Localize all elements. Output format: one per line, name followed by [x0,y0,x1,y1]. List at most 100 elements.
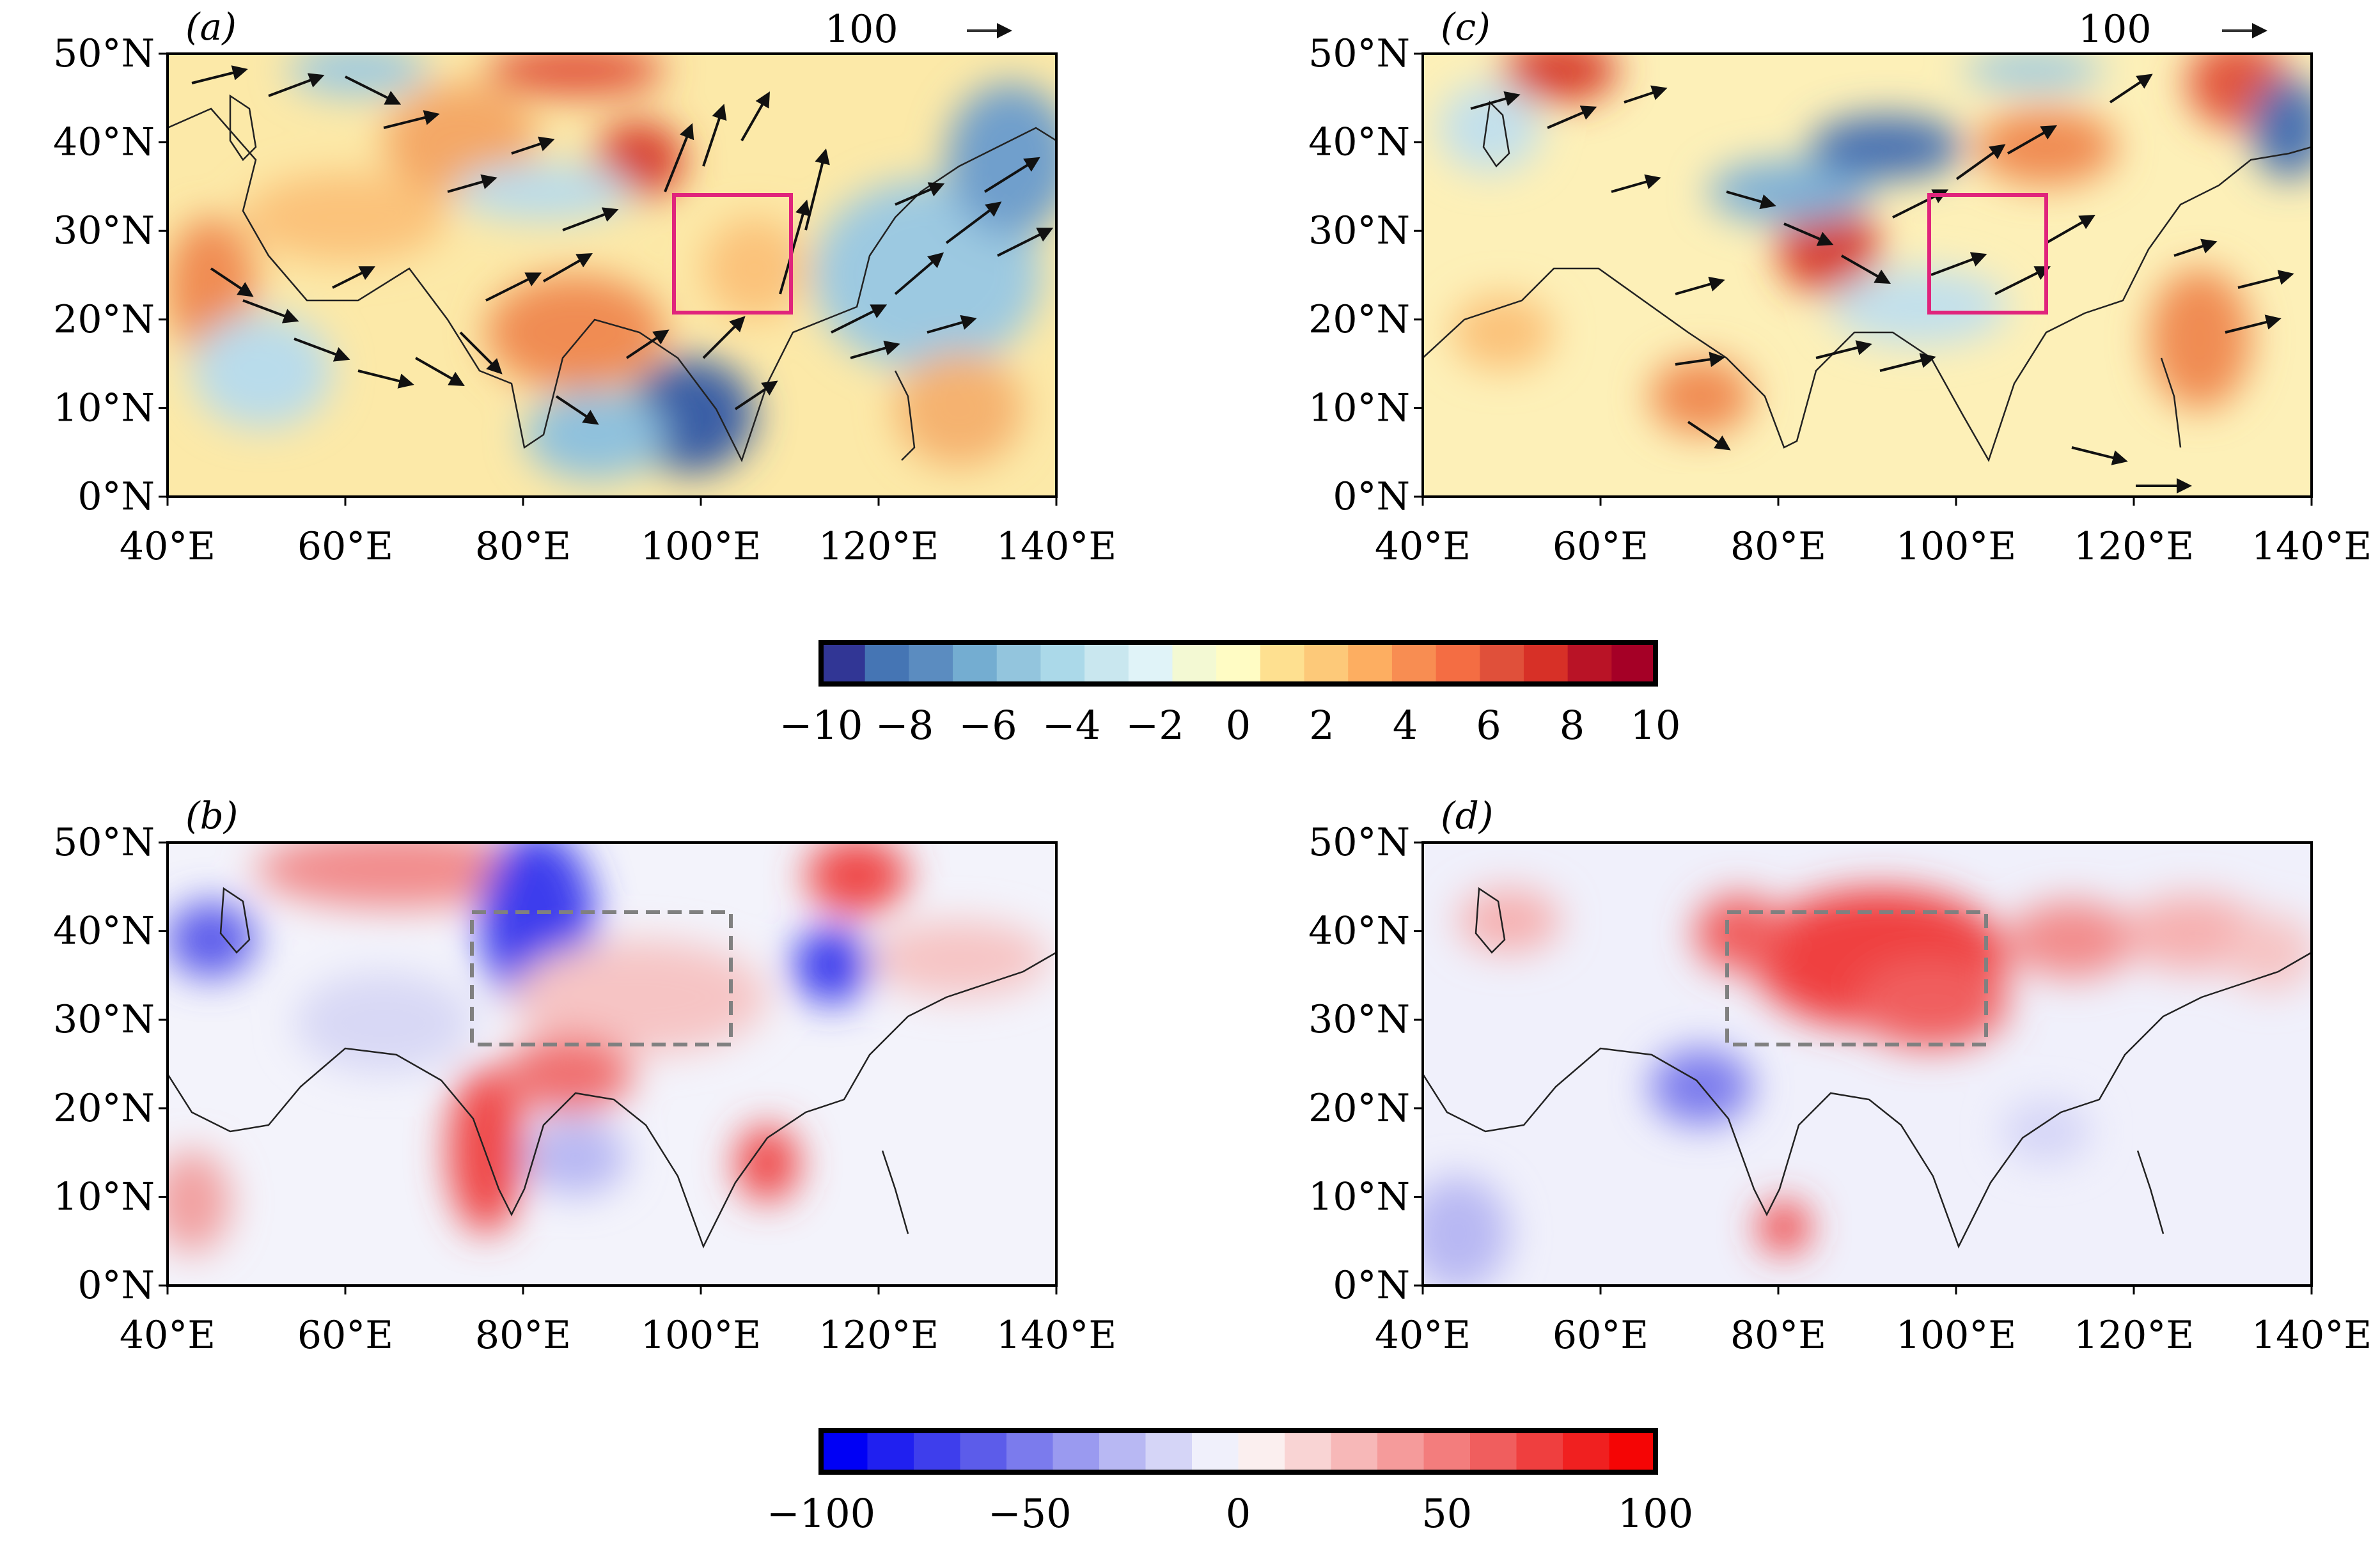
colorbar-bottom-segment [1285,1431,1332,1472]
colorbar-top-tick-label: −8 [875,702,934,749]
panel-b-lat-label: 0°N [77,1263,155,1308]
colorbar-bottom-segment [1238,1431,1285,1472]
panel-c: (c) 100 [1421,5,2313,498]
panel-a-lat-label: 50°N [53,31,155,76]
panel-a-lat-label: 30°N [53,208,155,253]
colorbar-bottom-segment [1563,1431,1610,1472]
panel-a-lon-label: 80°E [475,524,571,569]
panel-c-lon-label: 40°E [1375,524,1471,569]
colorbar-bottom-segment [867,1431,914,1472]
colorbar-bottom-tick-label: −50 [988,1490,1072,1537]
panel-c-lat-label: 50°N [1308,31,1410,76]
colorbar-top-segment [1348,642,1393,684]
colorbar-top-segment [1480,642,1524,684]
panel-d: (d) [1421,794,2313,1287]
panel-b-lat-label: 20°N [53,1086,155,1131]
panel-b-frame [166,841,1058,1287]
colorbar-top-tick-label: 0 [1226,702,1251,749]
panel-c-lat-label: 30°N [1308,208,1410,253]
colorbar-bottom-tick-label: 100 [1618,1490,1693,1537]
colorbar-bottom-segment [1053,1431,1100,1472]
panel-c-lon-label: 120°E [2074,524,2194,569]
colorbar-top-segment [909,642,953,684]
colorbar-top-tick-label: −6 [959,702,1017,749]
colorbar-top-segment [1260,642,1305,684]
colorbar-bottom-segment [1145,1431,1193,1472]
panel-b-lon-label: 100°E [641,1313,761,1358]
colorbar-top-segment [1084,642,1129,684]
colorbar-top-segment [1523,642,1569,684]
panel-b-lon-label: 60°E [297,1313,393,1358]
panel-b-lon-label: 80°E [475,1313,571,1358]
panel-d-frame [1421,841,2313,1287]
colorbar-bottom-segment [1099,1431,1147,1472]
colorbar-top-segment [821,642,866,684]
panel-a-frame [166,52,1058,498]
colorbar-top-outline [818,640,1658,687]
colorbar-top-tick-label: 4 [1393,702,1418,749]
colorbar-bottom-tick-label: −100 [767,1490,875,1537]
colorbar-top-tick-label: 8 [1560,702,1585,749]
colorbar-top-tick-label: 10 [1631,702,1681,749]
colorbar-bottom-tick-label: 0 [1226,1490,1251,1537]
colorbar-bottom-segment [960,1431,1007,1472]
panel-d-lat-label: 10°N [1308,1174,1410,1219]
colorbar-top-tick-label: −10 [779,702,863,749]
panel-b-lat-label: 30°N [53,997,155,1042]
panel-c-field [1423,54,2312,497]
panel-a-highlight-box [672,193,793,315]
panel-a-lon-label: 60°E [297,524,393,569]
colorbar-top-segment [1216,642,1261,684]
colorbar-top-tick-label: 2 [1309,702,1334,749]
panel-d-lon-label: 40°E [1375,1313,1471,1358]
panel-b-lat-label: 40°N [53,909,155,954]
colorbar-bottom-segment [1609,1431,1656,1472]
panel-a-lon-label: 140°E [996,524,1116,569]
colorbar-bottom-segment [1331,1431,1378,1472]
colorbar-bottom-segment [1516,1431,1563,1472]
panel-d-field [1423,843,2312,1286]
colorbar-top-segment [1567,642,1613,684]
panel-c-frame [1421,52,2313,498]
colorbar-bottom-segment [1423,1431,1471,1472]
colorbar-top-segment [1128,642,1173,684]
panel-a-label: (a) [185,5,237,49]
colorbar-top-segment [865,642,910,684]
panel-d-lon-label: 80°E [1730,1313,1826,1358]
panel-d-lat-label: 50°N [1308,820,1410,865]
colorbar-top-segment [1172,642,1217,684]
panel-d-lat-label: 30°N [1308,997,1410,1042]
colorbar-bottom-tick-label: 50 [1421,1490,1472,1537]
panel-c-lat-label: 20°N [1308,297,1410,342]
colorbar-top-segment [953,642,998,684]
panel-c-wind-vectors [1470,74,2294,493]
colorbar-top-segment [1436,642,1481,684]
panel-a: (a) 100 [166,5,1058,498]
panel-a-lat-label: 20°N [53,297,155,342]
colorbar-bottom-segment [1006,1431,1054,1472]
panel-d-label: (d) [1441,794,1493,837]
colorbar-top-segment [1611,642,1656,684]
colorbar-top-tick-label: 6 [1476,702,1501,749]
panel-b-lat-label: 50°N [53,820,155,865]
panel-a-wind-vectors [191,65,1054,425]
colorbar-top-segment [1391,642,1437,684]
panel-d-lon-label: 140°E [2251,1313,2372,1358]
panel-c-lon-label: 140°E [2251,524,2372,569]
panel-d-lat-label: 0°N [1333,1263,1410,1308]
panel-b-lon-label: 120°E [818,1313,939,1358]
panel-a-lat-label: 10°N [53,385,155,430]
colorbar-top-tick-label: −2 [1125,702,1184,749]
panel-b: (b) [166,794,1058,1287]
panel-d-lat-label: 20°N [1308,1086,1410,1131]
panel-b-label: (b) [185,794,238,837]
colorbar-top-tick-label: −4 [1042,702,1100,749]
colorbar-top-segment [1304,642,1349,684]
colorbar-top-segment [996,642,1042,684]
panel-d-lon-label: 60°E [1553,1313,1648,1358]
panel-b-field [168,843,1056,1286]
panel-a-lon-label: 40°E [120,524,215,569]
panel-a-lat-label: 0°N [77,474,155,519]
panel-c-lat-label: 0°N [1333,474,1410,519]
